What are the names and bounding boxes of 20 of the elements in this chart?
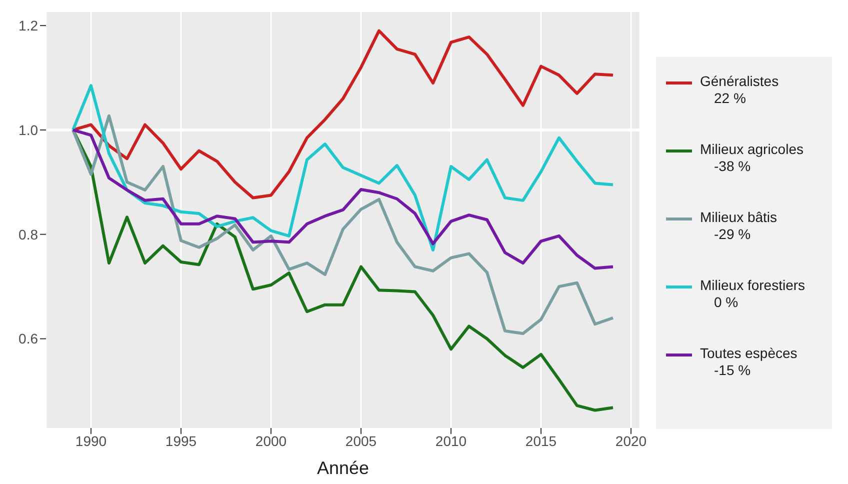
x-tick-label: 2015 xyxy=(525,432,557,449)
legend-label: Milieux forestiers 0 % xyxy=(700,277,806,311)
y-tick-label: 0.6 xyxy=(18,330,38,347)
line-series xyxy=(72,128,614,270)
y-tick-label: 1.0 xyxy=(18,122,38,138)
x-axis-title: Année xyxy=(316,458,370,478)
x-tick-label: 2005 xyxy=(345,432,377,449)
legend-label: Toutes espèces -15 % xyxy=(700,345,798,379)
legend-label: Milieux agricoles -38 % xyxy=(700,141,804,175)
y-tick-label: 0.8 xyxy=(18,226,38,242)
legend-label: Milieux bâtis -29 % xyxy=(700,209,778,243)
x-tick-label: 2020 xyxy=(615,432,647,449)
x-tick-label: 1990 xyxy=(75,432,107,449)
x-tick-label: 1995 xyxy=(165,432,197,449)
y-tick-label: 1.2 xyxy=(18,18,38,34)
line-series xyxy=(72,114,614,336)
legend-label: Généralistes 22 % xyxy=(700,73,779,107)
line-series xyxy=(72,84,614,252)
x-tick-label: 2000 xyxy=(255,432,287,449)
x-tick-label: 2010 xyxy=(435,432,467,449)
